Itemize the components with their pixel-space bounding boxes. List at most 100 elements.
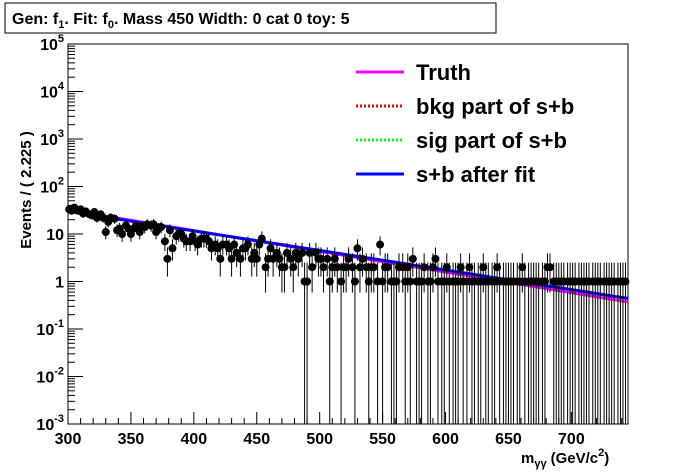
data-point xyxy=(316,254,325,263)
data-point xyxy=(160,237,169,246)
data-point xyxy=(305,248,314,257)
data-point xyxy=(358,254,367,263)
data-point xyxy=(442,263,451,272)
x-tick-label: 300 xyxy=(55,431,82,448)
data-point xyxy=(243,240,252,249)
data-point xyxy=(420,263,429,272)
data-point xyxy=(298,248,307,257)
y-tick-label: 10 xyxy=(46,227,64,244)
data-point xyxy=(319,263,328,272)
legend-label: sig part of s+b xyxy=(416,128,567,153)
data-point xyxy=(369,263,378,272)
y-tick-label: 105 xyxy=(40,33,64,54)
data-point xyxy=(493,263,502,272)
legend-label: bkg part of s+b xyxy=(416,94,574,119)
chart-title: Gen: f1. Fit: f0. Mass 450 Width: 0 cat … xyxy=(12,11,350,31)
x-tick-label: 600 xyxy=(432,431,459,448)
data-point xyxy=(545,263,554,272)
data-point xyxy=(275,254,284,263)
legend-label: Truth xyxy=(416,60,471,85)
data-point xyxy=(364,277,373,286)
x-axis: 300 350 400 450 500 550 600 650 700 xyxy=(55,412,623,448)
data-point xyxy=(252,254,261,263)
data-point xyxy=(518,263,527,272)
y-axis-title: Events / ( 2.225 ) xyxy=(18,131,35,249)
data-point xyxy=(165,226,174,235)
data-point xyxy=(294,254,303,263)
data-point xyxy=(540,277,549,286)
data-point xyxy=(431,254,440,263)
data-point xyxy=(110,214,119,223)
data-point xyxy=(157,223,166,232)
data-point xyxy=(353,244,362,253)
x-axis-title: mγγ (GeV/c2) xyxy=(521,447,609,470)
data-point xyxy=(330,254,339,263)
data-point xyxy=(417,277,426,286)
data-point xyxy=(308,263,317,272)
y-tick-label: 10-3 xyxy=(36,413,64,434)
data-point xyxy=(168,244,177,253)
data-point xyxy=(465,263,474,272)
data-point xyxy=(232,248,241,257)
data-point xyxy=(342,263,351,272)
data-point xyxy=(333,263,342,272)
data-point xyxy=(289,263,298,272)
x-tick-label: 550 xyxy=(369,431,396,448)
x-tick-label: 700 xyxy=(558,431,585,448)
data-point xyxy=(193,240,202,249)
data-point xyxy=(456,263,465,272)
data-point xyxy=(227,254,236,263)
data-point xyxy=(403,263,412,272)
data-point xyxy=(337,277,346,286)
data-points xyxy=(65,203,630,424)
data-point xyxy=(163,254,172,263)
data-point xyxy=(428,263,437,272)
data-point xyxy=(344,254,353,263)
x-tick-label: 350 xyxy=(118,431,145,448)
x-tick-label: 400 xyxy=(180,431,207,448)
data-point xyxy=(261,263,270,272)
y-tick-label: 10-2 xyxy=(36,366,64,387)
data-point xyxy=(216,254,225,263)
data-point xyxy=(621,277,630,286)
data-point xyxy=(204,237,213,246)
y-tick-label: 103 xyxy=(40,128,64,149)
x-tick-label: 450 xyxy=(243,431,270,448)
data-point xyxy=(426,277,435,286)
y-tick-label: 1 xyxy=(55,275,64,292)
data-point xyxy=(383,263,392,272)
data-point xyxy=(323,254,332,263)
y-tick-label: 102 xyxy=(40,176,64,197)
data-point xyxy=(408,254,417,263)
data-point xyxy=(376,240,385,249)
data-point xyxy=(350,277,359,286)
data-point xyxy=(266,244,275,253)
data-point xyxy=(355,263,364,272)
title-box: Gen: f1. Fit: f0. Mass 450 Width: 0 cat … xyxy=(4,2,497,34)
data-point xyxy=(286,254,295,263)
data-point xyxy=(303,277,312,286)
data-point xyxy=(230,240,239,249)
legend: Truth bkg part of s+b sig part of s+b s+b a… xyxy=(356,60,574,187)
data-point xyxy=(479,263,488,272)
data-point xyxy=(236,254,245,263)
legend-label: s+b after fit xyxy=(416,162,536,187)
data-point xyxy=(269,254,278,263)
data-point xyxy=(378,277,387,286)
y-tick-label: 10-1 xyxy=(36,318,64,339)
data-point xyxy=(118,230,127,238)
y-tick-label: 104 xyxy=(40,81,65,102)
data-point xyxy=(282,248,291,257)
x-tick-label: 650 xyxy=(495,431,522,448)
x-tick-label: 500 xyxy=(306,431,333,448)
data-point xyxy=(101,228,110,237)
data-point xyxy=(348,263,357,272)
data-point xyxy=(257,234,266,243)
data-point xyxy=(406,277,415,286)
data-point xyxy=(280,263,289,272)
data-point xyxy=(131,221,140,230)
y-axis: 10-3 10-2 10-1 1 10 102 103 104 105 xyxy=(36,33,83,434)
data-point xyxy=(392,277,401,286)
